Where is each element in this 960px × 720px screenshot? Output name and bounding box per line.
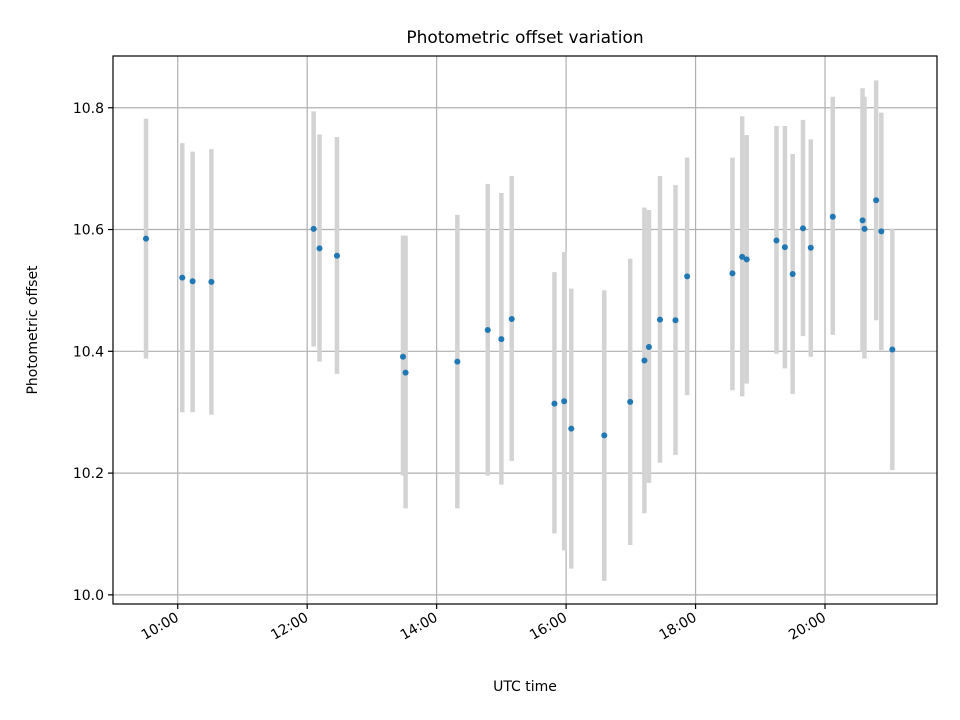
data-point — [208, 278, 215, 285]
data-point — [684, 273, 691, 280]
data-point — [743, 256, 750, 263]
data-point — [498, 336, 505, 343]
data-point — [641, 357, 648, 364]
data-point — [859, 217, 866, 224]
data-point — [739, 253, 746, 260]
data-point — [508, 316, 515, 323]
y-tick-label: 10.2 — [73, 466, 104, 482]
data-points — [143, 197, 896, 439]
data-point — [656, 316, 663, 323]
data-point — [310, 225, 317, 232]
data-point — [645, 344, 652, 351]
x-axis-label: UTC time — [493, 679, 557, 695]
data-point — [807, 244, 814, 251]
data-point — [316, 245, 323, 252]
data-point — [561, 398, 568, 405]
data-point — [672, 317, 679, 324]
data-point — [333, 252, 340, 259]
data-point — [484, 327, 491, 333]
data-point — [627, 398, 634, 405]
data-point — [601, 432, 608, 439]
data-point — [861, 225, 868, 232]
data-point — [789, 270, 796, 277]
plot-frame — [112, 55, 938, 605]
data-point — [878, 228, 885, 235]
grid — [113, 56, 937, 604]
y-tick-label: 10.6 — [73, 223, 104, 239]
data-point — [179, 274, 186, 281]
data-point — [143, 235, 150, 242]
data-point — [873, 197, 880, 204]
data-point — [402, 369, 409, 376]
data-point — [889, 346, 896, 353]
data-point — [829, 213, 836, 220]
data-point — [551, 400, 558, 407]
data-point — [773, 237, 780, 244]
data-point — [781, 244, 788, 251]
data-point — [568, 425, 575, 432]
y-tick-label: 10.8 — [73, 101, 104, 117]
y-tick-label: 10.0 — [73, 588, 104, 604]
data-point — [189, 278, 196, 285]
data-point — [729, 270, 736, 277]
y-tick-label: 10.4 — [73, 344, 104, 360]
data-point — [454, 358, 461, 365]
data-point — [399, 353, 406, 360]
y-axis-label: Photometric offset — [25, 265, 41, 395]
chart-title: Photometric offset variation — [406, 28, 643, 48]
data-point — [800, 225, 807, 232]
